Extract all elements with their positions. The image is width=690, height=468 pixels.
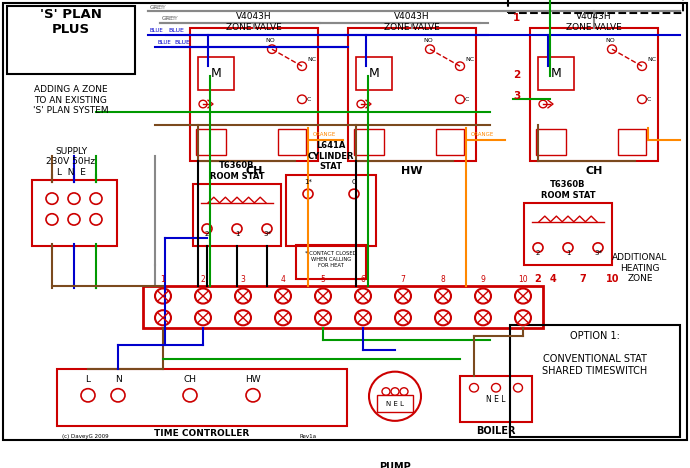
Text: L: L [86,375,90,384]
Bar [618,129,646,155]
Text: CH: CH [184,375,197,384]
Text: HW: HW [245,375,261,384]
Text: 2: 2 [205,231,209,237]
Text: T6360B
ROOM STAT: T6360B ROOM STAT [210,161,264,181]
Text: C: C [307,97,311,102]
Text: 4: 4 [281,275,286,284]
Text: M: M [551,67,562,80]
Text: 7: 7 [401,275,406,284]
Text: 4: 4 [550,274,556,284]
Text: C: C [647,97,651,102]
Text: M: M [368,67,380,80]
Text: HW: HW [402,166,423,176]
Text: L  N  E: L N E [57,168,86,177]
Text: 1: 1 [566,250,570,256]
Bar [377,395,413,412]
Text: TIME CONTROLLER: TIME CONTROLLER [155,429,250,439]
Text: L641A
CYLINDER
STAT: L641A CYLINDER STAT [308,141,354,171]
Text: BOILER: BOILER [476,425,515,436]
Text: GREY: GREY [162,16,177,21]
Text: ORANGE: ORANGE [313,132,336,137]
Bar [190,29,318,161]
Bar [538,57,574,90]
Text: N E L: N E L [386,401,404,407]
Bar [530,29,658,161]
Text: NO: NO [605,37,615,43]
Text: Rev1a: Rev1a [300,434,317,439]
Bar [193,184,281,246]
Bar [32,180,117,246]
Text: CH: CH [585,166,602,176]
Text: PUMP: PUMP [379,461,411,468]
Text: 1: 1 [513,13,520,23]
Text: (c) DaveyG 2009: (c) DaveyG 2009 [62,434,108,439]
Text: 2: 2 [513,70,520,80]
Bar [524,203,612,265]
Text: 10: 10 [607,274,620,284]
Text: 'S' PLAN
PLUS: 'S' PLAN PLUS [40,7,102,36]
Text: 2: 2 [536,250,540,256]
Bar [354,129,384,155]
Text: 7: 7 [580,274,586,284]
Text: 6: 6 [361,275,366,284]
Bar [143,285,543,328]
Bar [510,325,680,437]
Text: OPTION 1:

CONVENTIONAL STAT
SHARED TIMESWITCH: OPTION 1: CONVENTIONAL STAT SHARED TIMES… [542,331,648,376]
Text: N: N [115,375,121,384]
Bar [198,57,234,90]
Text: 3*: 3* [594,250,602,256]
Text: GREY: GREY [150,5,165,9]
Bar [278,129,306,155]
Bar [436,129,464,155]
Text: NO: NO [265,37,275,43]
Text: N E L: N E L [486,395,506,403]
Text: NO: NO [423,37,433,43]
Bar [536,129,566,155]
Text: NC: NC [465,58,474,62]
Text: 1*: 1* [304,179,312,185]
Text: C: C [352,179,356,185]
Text: V4043H
ZONE VALVE: V4043H ZONE VALVE [226,12,282,32]
Text: 5: 5 [321,275,326,284]
Text: ADDITIONAL
HEATING
ZONE: ADDITIONAL HEATING ZONE [612,254,668,283]
Text: * CONTACT CLOSED
WHEN CALLING
FOR HEAT: * CONTACT CLOSED WHEN CALLING FOR HEAT [305,251,357,268]
Text: T6360B
ROOM STAT: T6360B ROOM STAT [541,180,595,199]
Text: V4043H
ZONE VALVE: V4043H ZONE VALVE [566,12,622,32]
Text: ADDING A ZONE
TO AN EXISTING
'S' PLAN SYSTEM: ADDING A ZONE TO AN EXISTING 'S' PLAN SY… [33,85,109,115]
Bar [460,376,532,422]
Text: 2: 2 [201,275,206,284]
Bar [296,245,366,279]
Bar [286,175,376,246]
Text: 3: 3 [513,91,520,101]
Bar [196,129,226,155]
Bar [57,369,347,425]
Text: M: M [210,67,221,80]
Text: 2: 2 [535,274,542,284]
Text: 1: 1 [235,231,239,237]
Text: 1: 1 [161,275,166,284]
Text: CH: CH [246,166,263,176]
Text: BLUE: BLUE [174,40,190,45]
Text: 10: 10 [518,275,528,284]
Text: GREY: GREY [162,16,179,21]
Text: 3*: 3* [263,231,271,237]
Text: BLUE: BLUE [150,28,164,33]
Text: C: C [465,97,469,102]
Text: ORANGE: ORANGE [471,132,494,137]
Text: SUPPLY
230V 50Hz: SUPPLY 230V 50Hz [46,146,95,166]
Text: GREY: GREY [150,5,167,9]
Text: 9: 9 [480,275,486,284]
Bar [348,29,476,161]
Bar [508,0,683,13]
Text: 3: 3 [241,275,246,284]
Text: NC: NC [307,58,316,62]
Text: 8: 8 [441,275,445,284]
Bar [7,6,135,74]
Bar [356,57,392,90]
Text: NC: NC [647,58,656,62]
Text: BLUE: BLUE [157,40,170,45]
Text: BLUE: BLUE [168,28,184,33]
Text: V4043H
ZONE VALVE: V4043H ZONE VALVE [384,12,440,32]
